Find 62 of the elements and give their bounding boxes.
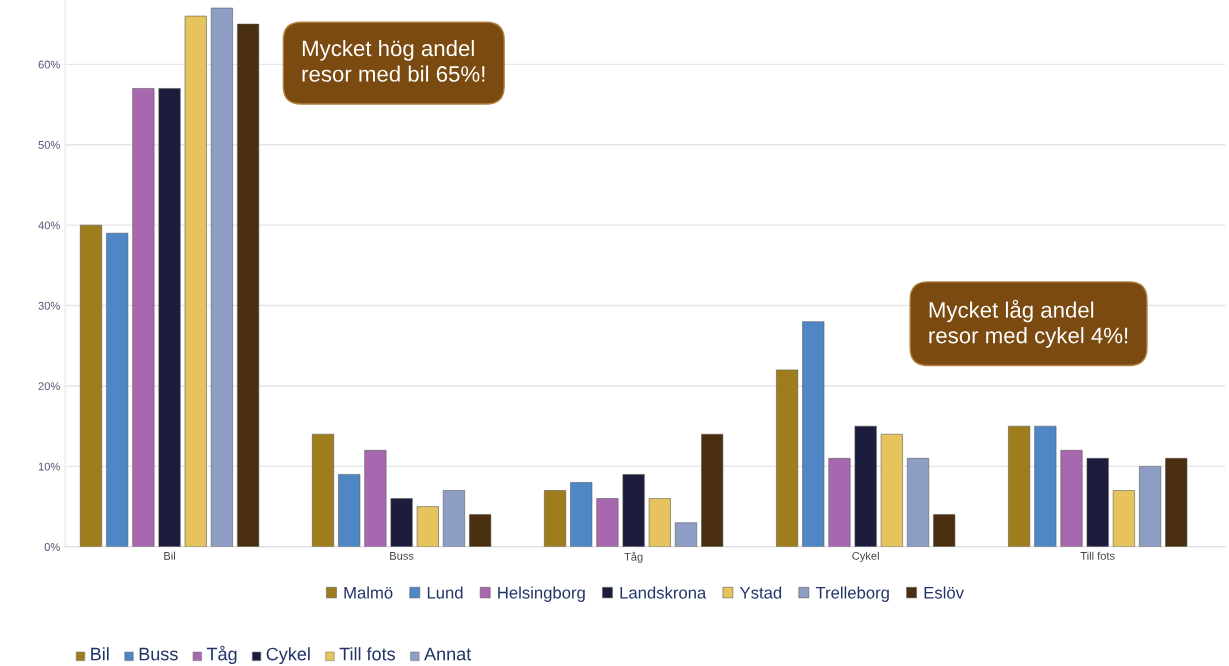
text: Annat xyxy=(424,647,472,661)
bar xyxy=(210,7,233,547)
x-tick-label: Cykel xyxy=(852,551,879,562)
legend-label: Trelleborg xyxy=(815,586,889,602)
bar xyxy=(79,224,103,547)
text: Tåg xyxy=(206,645,237,664)
text: Till fots xyxy=(339,647,396,661)
legend-label: Helsingborg xyxy=(498,586,585,602)
bar xyxy=(854,425,877,547)
bar xyxy=(1008,425,1031,547)
bar xyxy=(701,433,724,547)
bar xyxy=(1034,425,1057,547)
bar xyxy=(674,522,698,547)
annotation: Mycket låg andel resor med cykel 4%! xyxy=(929,299,1128,348)
y-tick-label: 60% xyxy=(38,60,60,69)
x-tick-label: Till fots xyxy=(1080,551,1115,560)
legend-label: Eslöv xyxy=(924,586,964,599)
bar xyxy=(106,232,129,547)
bar xyxy=(132,88,155,547)
bar xyxy=(802,321,825,547)
bar xyxy=(158,88,181,547)
bar xyxy=(907,458,930,547)
bar xyxy=(338,474,361,547)
legend-label: Ystad xyxy=(739,586,782,599)
bar xyxy=(442,490,465,547)
y-tick-label: 10% xyxy=(38,462,60,471)
annotation: Mycket hög andel resor med bil 65%! xyxy=(302,39,485,82)
bar xyxy=(364,450,387,547)
bar xyxy=(1112,490,1135,547)
bar xyxy=(1165,458,1188,547)
bar xyxy=(596,498,619,547)
bar xyxy=(237,23,260,547)
x-tick-label: Bil xyxy=(164,551,175,560)
text: Bil xyxy=(91,647,109,661)
y-tick-label: 30% xyxy=(38,301,60,310)
y-tick-label: 40% xyxy=(38,221,60,230)
y-tick-label: 20% xyxy=(38,382,60,391)
text: Buss xyxy=(139,647,178,661)
bar xyxy=(544,490,567,547)
legend-label: Lund xyxy=(427,586,463,599)
bar xyxy=(648,498,671,547)
bar xyxy=(416,506,439,547)
bar xyxy=(1060,450,1083,547)
legend-label: Malmö xyxy=(344,586,393,599)
bar xyxy=(1139,466,1162,547)
bar xyxy=(312,433,335,547)
bar xyxy=(880,433,903,547)
bar xyxy=(1086,458,1109,547)
text: Cykel xyxy=(266,647,310,664)
bar xyxy=(390,498,413,547)
y-tick-label: 50% xyxy=(38,141,60,149)
x-tick-label: Tåg xyxy=(624,551,643,563)
y-tick-label: 0% xyxy=(44,543,60,551)
bar xyxy=(570,482,593,547)
bar xyxy=(828,458,851,547)
bar xyxy=(469,514,492,547)
x-tick-label: Buss xyxy=(390,552,414,560)
bar xyxy=(184,15,207,547)
legend-label: Landskrona xyxy=(620,586,707,599)
bar xyxy=(776,369,799,547)
bar xyxy=(933,514,956,547)
bar xyxy=(622,474,645,547)
